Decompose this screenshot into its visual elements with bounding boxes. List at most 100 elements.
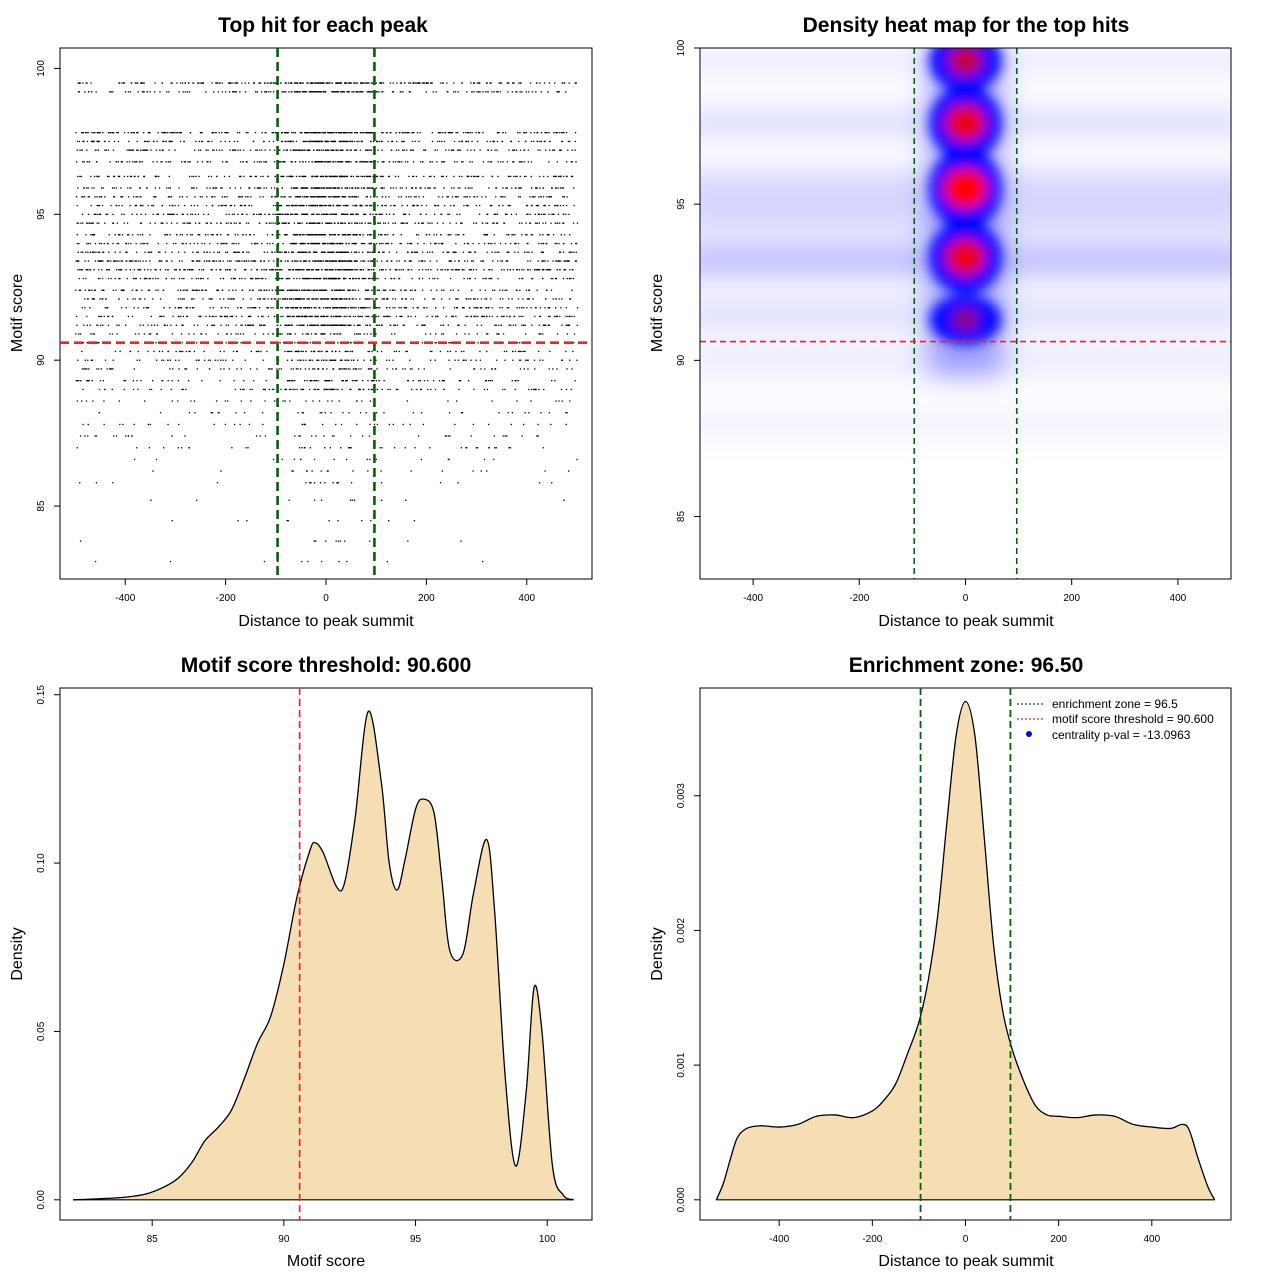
scatter-point <box>281 175 283 178</box>
scatter-point <box>318 149 321 151</box>
scatter-point <box>543 175 545 178</box>
scatter-point <box>565 213 567 215</box>
scatter-point <box>378 140 380 143</box>
scatter-point <box>342 161 344 163</box>
scatter-point <box>148 289 151 291</box>
scatter-point <box>445 315 447 318</box>
scatter-point <box>360 82 362 84</box>
scatter-point <box>344 269 347 271</box>
scatter-point <box>306 132 308 134</box>
scatter-point <box>389 289 391 291</box>
scatter-point <box>321 149 323 151</box>
scatter-point <box>327 222 329 224</box>
scatter-point <box>394 204 396 207</box>
scatter-point <box>210 269 212 271</box>
scatter-point <box>447 91 449 93</box>
scatter-point <box>337 315 340 318</box>
scatter-point <box>89 307 91 309</box>
scatter-point <box>386 132 388 134</box>
scatter-point <box>235 324 237 326</box>
scatter-point <box>344 222 346 224</box>
scatter-point <box>359 222 361 224</box>
scatter-point <box>328 269 330 271</box>
scatter-point <box>491 91 493 93</box>
scatter-point <box>227 234 229 236</box>
scatter-point <box>84 132 87 134</box>
scatter-point <box>294 204 296 207</box>
scatter-point <box>255 91 257 93</box>
scatter-point <box>338 234 340 236</box>
scatter-point <box>262 298 264 300</box>
scatter-point <box>475 269 477 271</box>
scatter-point <box>90 234 92 236</box>
scatter-point <box>460 161 463 163</box>
scatter-point <box>386 315 389 318</box>
scatter-point <box>295 289 298 291</box>
scatter-point <box>311 289 313 291</box>
scatter-point <box>532 196 535 198</box>
scatter-point <box>348 132 350 134</box>
scatter-point <box>295 242 297 245</box>
scatter-point <box>263 140 265 143</box>
scatter-point <box>310 132 312 134</box>
scatter-point <box>341 213 343 215</box>
scatter-point <box>430 289 432 291</box>
scatter-point <box>256 277 259 280</box>
scatter-point <box>143 132 145 134</box>
scatter-point <box>191 289 194 291</box>
scatter-point <box>436 269 439 271</box>
scatter-point <box>102 324 104 326</box>
scatter-point <box>395 187 397 189</box>
scatter-point <box>307 132 309 134</box>
scatter-point <box>399 242 401 245</box>
scatter-point <box>457 149 459 151</box>
scatter-point <box>319 196 321 198</box>
scatter-point <box>264 149 266 151</box>
scatter-point <box>424 324 426 326</box>
scatter-point <box>212 260 214 262</box>
scatter-point <box>198 269 200 271</box>
scatter-point <box>376 196 378 198</box>
scatter-point <box>547 324 549 326</box>
scatter-point <box>261 149 263 151</box>
scatter-point <box>452 269 454 271</box>
scatter-point <box>120 187 122 189</box>
scatter-point <box>409 289 412 291</box>
scatter-point <box>271 289 273 291</box>
scatter-point <box>247 132 249 134</box>
scatter-point <box>86 82 88 84</box>
scatter-point <box>80 269 82 271</box>
scatter-point <box>358 187 360 189</box>
scatter-point <box>211 132 214 134</box>
scatter-point <box>304 175 306 178</box>
scatter-point <box>241 82 243 84</box>
scatter-point <box>526 307 528 309</box>
scatter-point <box>520 187 522 189</box>
scatter-point <box>509 269 511 271</box>
scatter-point <box>106 269 109 271</box>
scatter-point <box>554 82 556 84</box>
scatter-point <box>86 140 88 143</box>
scatter-point <box>162 289 165 291</box>
scatter-point <box>394 175 397 178</box>
scatter-point <box>278 269 281 271</box>
scatter-point <box>110 204 112 207</box>
scatter-point <box>315 289 317 291</box>
scatter-point <box>467 187 469 189</box>
scatter-point <box>367 132 369 134</box>
scatter-point <box>186 222 188 224</box>
scatter-point <box>281 251 283 253</box>
scatter-point <box>194 222 197 224</box>
scatter-point <box>293 315 295 318</box>
scatter-point <box>340 260 342 262</box>
scatter-point <box>127 196 130 198</box>
scatter-point <box>148 132 150 134</box>
scatter-point <box>267 307 269 309</box>
scatter-point <box>562 196 564 198</box>
scatter-point <box>527 242 529 245</box>
scatter-point <box>176 82 178 84</box>
scatter-point <box>530 161 533 163</box>
scatter-point <box>455 298 457 300</box>
scatter-point <box>207 149 209 151</box>
scatter-point <box>201 161 203 163</box>
